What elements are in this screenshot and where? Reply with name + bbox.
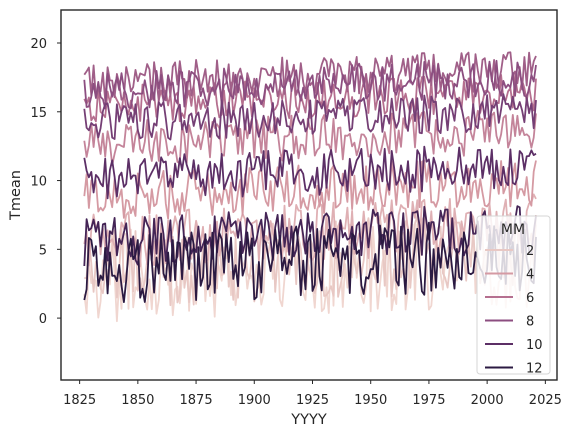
x-tick-label: 1900 xyxy=(238,393,271,408)
legend-label: 6 xyxy=(526,291,534,306)
legend-label: 12 xyxy=(526,362,543,377)
series-lines xyxy=(83,51,537,323)
x-tick-label: 2025 xyxy=(529,393,562,408)
legend-box xyxy=(476,215,551,375)
plot-frame xyxy=(60,9,558,381)
x-tick-label: 1825 xyxy=(63,393,96,408)
legend-label: 2 xyxy=(526,244,534,259)
x-axis-label: YYYY xyxy=(290,412,327,428)
series-line-month-12 xyxy=(83,221,537,304)
legend-label: 4 xyxy=(526,268,534,283)
y-tick-label: 20 xyxy=(30,37,47,52)
x-tick-label: 1950 xyxy=(354,393,387,408)
x-tick-label: 2000 xyxy=(471,393,504,408)
x-tick-label: 1850 xyxy=(121,393,154,408)
y-tick-label: 10 xyxy=(30,175,47,190)
series-line-month-11 xyxy=(83,205,537,267)
x-tick-label: 1875 xyxy=(180,393,213,408)
series-line-month-4 xyxy=(83,159,537,220)
series-line-month-8 xyxy=(83,59,537,110)
y-tick-label: 15 xyxy=(30,106,47,121)
legend-title: MM xyxy=(501,222,525,238)
x-axis-ticks: 1825 1850 1875 1900 1925 1950 1975 2000 2025 xyxy=(63,380,562,408)
legend-entries: 2 4 6 8 10 12 xyxy=(485,244,543,377)
y-axis-ticks: 0 5 10 15 20 xyxy=(30,37,61,327)
legend: MM 2 4 6 8 10 12 xyxy=(476,215,551,377)
x-tick-label: 1975 xyxy=(412,393,445,408)
y-axis-label: Tmean xyxy=(8,170,24,221)
series-line-month-10 xyxy=(83,145,537,200)
y-tick-label: 5 xyxy=(39,243,47,258)
x-tick-label: 1925 xyxy=(296,393,329,408)
legend-label: 10 xyxy=(526,338,543,353)
legend-label: 8 xyxy=(526,315,534,330)
series-line-month-7 xyxy=(83,51,537,103)
y-tick-label: 0 xyxy=(39,312,47,327)
series-line-month-5 xyxy=(83,109,537,167)
series-line-month-9 xyxy=(83,93,537,141)
